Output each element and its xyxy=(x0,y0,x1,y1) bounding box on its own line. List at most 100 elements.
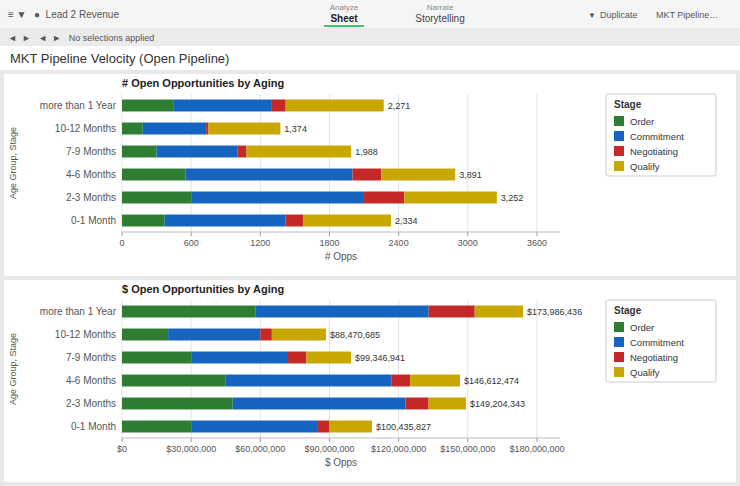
nav-text: ▼ xyxy=(588,11,596,20)
legend-entry: Qualify xyxy=(630,367,660,378)
tick-label: $30,000,000 xyxy=(166,444,216,454)
tick-label: 1800 xyxy=(319,238,339,248)
tick-label: 2400 xyxy=(389,238,409,248)
grid-line xyxy=(260,94,261,232)
bar-segment xyxy=(260,329,272,341)
grid-line xyxy=(260,300,261,438)
bar-segment xyxy=(318,421,330,433)
bar-segment xyxy=(226,375,392,387)
tick-label: $120,000,000 xyxy=(371,444,426,454)
category-label: more than 1 Year xyxy=(40,306,117,317)
total-label: 2,334 xyxy=(395,216,418,226)
tick-label: $180,000,000 xyxy=(509,444,564,454)
category-label: 7-9 Months xyxy=(66,146,116,157)
nav-bar xyxy=(0,0,740,28)
nav-text: ≡ ▼ xyxy=(8,9,27,20)
grid-line xyxy=(398,94,399,232)
bar-segment xyxy=(191,421,318,433)
active-tab-underline xyxy=(324,25,364,27)
grid-line xyxy=(398,300,399,438)
chart: # Open Opportunities by Aging06001200180… xyxy=(4,74,736,276)
total-label: $100,435,827 xyxy=(376,422,431,432)
bar-segment xyxy=(122,329,168,341)
bar-segment xyxy=(303,215,391,227)
x-axis-line xyxy=(122,438,560,439)
total-label: $146,612,474 xyxy=(464,376,519,386)
legend-swatch xyxy=(614,352,624,362)
legend-entry: Qualify xyxy=(630,161,660,172)
nav-text: MKT Pipeline… xyxy=(656,10,718,20)
tick-mark xyxy=(260,438,261,442)
bar-segment xyxy=(168,329,260,341)
tick-label: $0 xyxy=(117,444,127,454)
bars xyxy=(122,306,523,433)
legend-entry: Order xyxy=(630,116,654,127)
category-label: 2-3 Months xyxy=(66,398,116,409)
tick-mark xyxy=(122,438,123,442)
bar-segment xyxy=(122,375,226,387)
legend-entry: Order xyxy=(630,322,654,333)
grid-line xyxy=(467,300,468,438)
tick-mark xyxy=(329,232,330,236)
total-label: 1,374 xyxy=(284,124,307,134)
tick-label: 0 xyxy=(119,238,124,248)
bar-segment xyxy=(122,352,191,364)
bar-segment xyxy=(381,169,455,181)
tick-label: 1200 xyxy=(250,238,270,248)
bar-segment xyxy=(122,123,143,135)
bar-segment xyxy=(404,192,496,204)
bar-segment xyxy=(256,306,429,318)
nav-text: Duplicate xyxy=(600,10,638,20)
tick-label: $150,000,000 xyxy=(440,444,495,454)
bar-segment xyxy=(122,100,174,112)
total-label: $99,346,941 xyxy=(355,353,405,363)
bar-segment xyxy=(364,192,404,204)
bar-segment xyxy=(233,398,406,410)
category-label: 10-12 Months xyxy=(55,123,116,134)
bar-segment xyxy=(353,169,382,181)
tick-mark xyxy=(191,438,192,442)
x-axis-label: # Opps xyxy=(325,251,357,262)
total-label: 2,271 xyxy=(388,101,411,111)
legend-swatch xyxy=(614,116,624,126)
chart-panel xyxy=(4,280,736,482)
tick-mark xyxy=(398,232,399,236)
legend: StageOrderCommitmentNegotiatingQualify xyxy=(606,94,716,176)
bar-segment xyxy=(122,146,157,158)
tick-mark xyxy=(536,438,537,442)
bar-segment xyxy=(410,375,460,387)
legend-entry: Commitment xyxy=(630,337,684,348)
total-label: 1,988 xyxy=(355,147,378,157)
legend-swatch xyxy=(614,322,624,332)
legend-entry: Commitment xyxy=(630,131,684,142)
legend-swatch xyxy=(614,367,624,377)
category-label: 4-6 Months xyxy=(66,375,116,386)
bar-segment xyxy=(206,123,208,135)
legend-swatch xyxy=(614,131,624,141)
total-label: $88,470,685 xyxy=(330,330,380,340)
legend-swatch xyxy=(614,161,624,171)
bar-segment xyxy=(191,192,364,204)
category-label: 0-1 Month xyxy=(71,215,116,226)
category-label: 4-6 Months xyxy=(66,169,116,180)
category-label: more than 1 Year xyxy=(40,100,117,111)
y-axis-label: Age Group, Stage xyxy=(8,127,18,199)
toolbar xyxy=(0,28,740,46)
bar-segment xyxy=(208,123,280,135)
bar-segment xyxy=(406,398,429,410)
nav-text: Analyze xyxy=(330,3,359,12)
bar-segment xyxy=(143,123,206,135)
grid-line xyxy=(122,94,123,232)
tick-mark xyxy=(260,232,261,236)
tick-label: 3600 xyxy=(527,238,547,248)
grid-line xyxy=(467,94,468,232)
legend: StageOrderCommitmentNegotiatingQualify xyxy=(606,300,716,382)
category-label: 10-12 Months xyxy=(55,329,116,340)
bar-segment xyxy=(174,100,272,112)
chart-panel xyxy=(4,74,736,276)
bar-segment xyxy=(288,352,306,364)
bar-segment xyxy=(392,375,410,387)
category-label: 2-3 Months xyxy=(66,192,116,203)
legend-box xyxy=(606,94,716,176)
total-label: $149,204,343 xyxy=(470,399,525,409)
